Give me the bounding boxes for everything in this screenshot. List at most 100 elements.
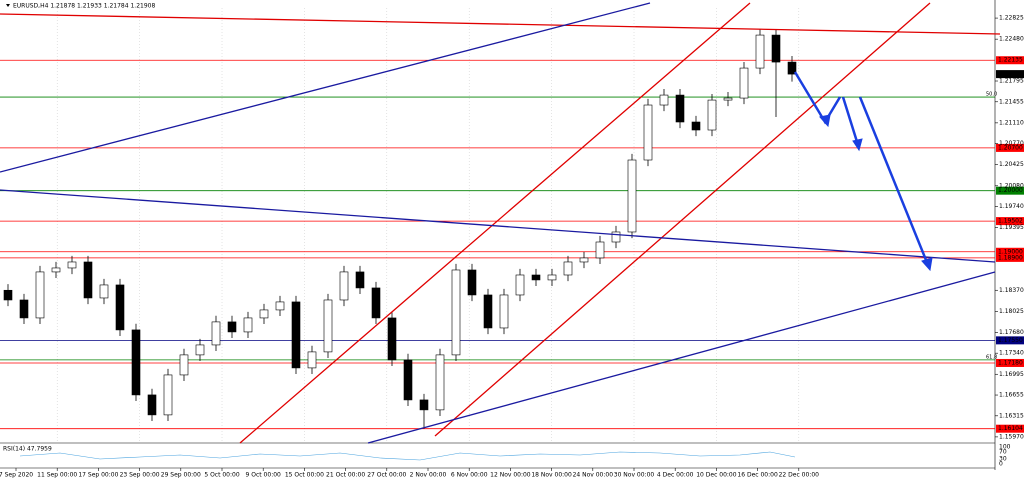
candle-body — [627, 159, 637, 233]
x-tick-label: 29 Sep 00:00 — [161, 472, 201, 479]
level-label: 1.20700 — [998, 144, 1023, 151]
level-label: 1.16104 — [998, 425, 1023, 432]
candle-body — [515, 274, 525, 296]
level-note: 50.0 — [986, 92, 997, 98]
candle-body — [35, 271, 45, 319]
symbol-menu-icon[interactable] — [6, 4, 10, 7]
candle-body — [611, 231, 621, 243]
candle-body — [3, 289, 13, 301]
level-label: 1.22135 — [998, 57, 1023, 64]
level-tag — [996, 186, 1024, 195]
candle-body — [387, 317, 397, 361]
x-axis: 7 Sep 2020 11 Sep 00:00 17 Sep 00:00 23 Sep… — [0, 468, 819, 479]
level-tag — [996, 247, 1024, 256]
level-label: 1.17550 — [998, 337, 1023, 344]
y-tick-label: 1.19395 — [999, 224, 1024, 231]
candle-body — [755, 34, 765, 69]
level-label: 1.19502 — [998, 218, 1023, 225]
level-label: 1.21908 — [998, 71, 1023, 78]
arrow-head — [921, 257, 933, 272]
candle-body — [403, 359, 413, 401]
candle-body — [499, 294, 509, 329]
arrow-head — [852, 138, 863, 152]
candle-body — [307, 351, 317, 369]
candle-body — [371, 287, 381, 319]
arrow — [841, 96, 860, 146]
y-tick-label: 1.22825 — [999, 15, 1024, 22]
level-tag — [996, 56, 1024, 65]
candle-body — [339, 271, 349, 301]
y-tick-label: 1.15970 — [999, 433, 1024, 440]
level-tag — [996, 217, 1024, 226]
x-tick-label: 22 Dec 00:00 — [779, 472, 820, 479]
candle-body — [243, 317, 253, 333]
x-tick-label: 4 Dec 00:00 — [657, 472, 694, 479]
candle-body — [355, 271, 365, 289]
candle-body — [179, 354, 189, 376]
level-label: 1.17180 — [998, 359, 1023, 366]
x-tick-label: 6 Nov 00:00 — [451, 472, 488, 479]
channel-line — [239, 2, 751, 444]
levels: 1.221351.2190850.01.207001.200001.195021… — [0, 56, 1024, 433]
x-tick-label: 5 Oct 00:00 — [204, 472, 239, 479]
y-tick-label: 1.21110 — [999, 119, 1024, 126]
trendline — [0, 2, 651, 173]
y-tick-label: 1.16995 — [999, 371, 1024, 378]
candle-body — [147, 394, 157, 416]
y-tick-label: 1.19740 — [999, 203, 1024, 210]
level-tag — [996, 358, 1024, 367]
candle-body — [51, 267, 61, 273]
candle-body — [275, 301, 285, 311]
y-tick-label: 1.18025 — [999, 308, 1024, 315]
level-tag — [996, 336, 1024, 345]
level-label: 1.20000 — [998, 187, 1023, 194]
y-tick-label: 1.16655 — [999, 392, 1024, 399]
y-tick-label: 1.21455 — [999, 98, 1024, 105]
candle-body — [291, 301, 301, 369]
chart-title: EURUSD,H4 1.21878 1.21933 1.21784 1.2190… — [13, 3, 155, 10]
x-tick-label: 15 Oct 00:00 — [285, 472, 324, 479]
candle-body — [547, 274, 557, 281]
level-tag — [996, 70, 1024, 79]
candle-body — [787, 61, 797, 75]
candle-body — [771, 34, 781, 63]
x-tick-label: 11 Sep 00:00 — [37, 472, 77, 479]
candle-body — [723, 97, 733, 101]
x-tick-label: 12 Nov 00:00 — [490, 472, 531, 479]
x-tick-label: 24 Nov 00:00 — [573, 472, 614, 479]
level-note: 61.8 — [986, 354, 997, 360]
y-tick-label: 1.22480 — [999, 36, 1024, 43]
candle-body — [707, 99, 717, 131]
arrow — [858, 96, 930, 266]
trendlines — [0, 2, 1001, 444]
arrow-head — [819, 114, 831, 128]
candle-body — [99, 284, 109, 299]
candle-body — [211, 321, 221, 346]
y-tick-label: 1.20080 — [999, 182, 1024, 189]
candle-body — [259, 309, 269, 319]
indicator-tick: 70 — [999, 449, 1007, 456]
y-axis: 1.22825 1.22480 1.21795 1.21455 1.21110 1.207… — [995, 15, 1024, 440]
y-tick-label: 1.18370 — [999, 287, 1024, 294]
candle-body — [483, 294, 493, 329]
candle-body — [595, 241, 605, 259]
candle-body — [659, 94, 669, 106]
candle-body — [19, 299, 29, 319]
candle-body — [115, 284, 125, 331]
level-tag — [996, 143, 1024, 152]
trendline — [0, 13, 1001, 35]
y-tick-label: 1.17340 — [999, 350, 1024, 357]
x-tick-label: 27 Oct 00:00 — [367, 472, 406, 479]
candle-body — [643, 104, 653, 161]
y-tick-label: 1.20425 — [999, 161, 1024, 168]
arrows — [793, 71, 933, 272]
candles — [3, 28, 797, 429]
x-tick-label: 21 Oct 00:00 — [326, 472, 365, 479]
candle-body — [579, 257, 589, 263]
level-tag — [996, 424, 1024, 433]
y-tick-label: 1.16315 — [999, 412, 1024, 419]
candle-body — [563, 261, 573, 276]
level-label: 1.18900 — [998, 254, 1023, 261]
x-tick-label: 18 Nov 00:00 — [531, 472, 572, 479]
candle-body — [131, 329, 141, 396]
